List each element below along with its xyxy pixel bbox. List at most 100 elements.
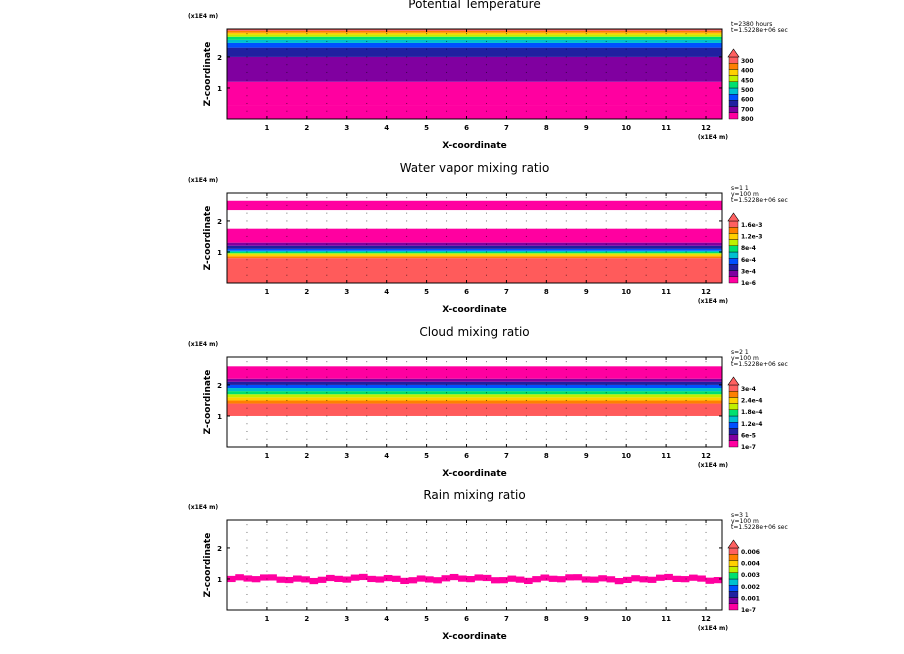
rain-field-cell	[458, 575, 467, 582]
grid-dot	[466, 56, 468, 58]
grid-dot	[266, 570, 268, 572]
grid-dot	[326, 251, 328, 253]
grid-dot	[386, 212, 388, 214]
grid-dot	[485, 95, 487, 97]
grid-dot	[246, 555, 248, 557]
grid-dot	[665, 430, 667, 432]
grid-dot	[326, 524, 328, 526]
y-tick-label: 1	[217, 85, 222, 93]
field-layer-450	[227, 47, 722, 57]
grid-dot	[565, 415, 567, 417]
grid-dot	[625, 578, 627, 580]
grid-dot	[525, 33, 527, 35]
grid-dot	[645, 71, 647, 73]
grid-dot	[326, 578, 328, 580]
grid-dot	[426, 531, 428, 533]
grid-dot	[446, 40, 448, 42]
grid-dot	[545, 601, 547, 603]
grid-dot	[386, 392, 388, 394]
grid-dot	[685, 220, 687, 222]
grid-dot	[665, 578, 667, 580]
grid-dot	[466, 87, 468, 89]
grid-dot	[665, 48, 667, 50]
grid-dot	[346, 368, 348, 370]
grid-dot	[306, 110, 308, 112]
grid-dot	[406, 384, 408, 386]
grid-dot	[386, 555, 388, 557]
grid-dot	[306, 415, 308, 417]
grid-dot	[665, 71, 667, 73]
grid-dot	[505, 392, 507, 394]
grid-dot	[246, 578, 248, 580]
grid-dot	[426, 593, 428, 595]
grid-dot	[306, 384, 308, 386]
grid-dot	[246, 361, 248, 363]
grid-dot	[565, 593, 567, 595]
grid-dot	[505, 562, 507, 564]
rain-field-cell	[260, 574, 269, 581]
info-line: t=1.5228e+06 sec	[731, 27, 788, 34]
x-tick-label: 4	[384, 452, 389, 460]
grid-dot	[485, 228, 487, 230]
grid-dot	[505, 274, 507, 276]
grid-dot	[386, 102, 388, 104]
grid-dot	[625, 40, 627, 42]
grid-dot	[645, 423, 647, 425]
grid-dot	[645, 33, 647, 35]
grid-dot	[545, 593, 547, 595]
colorbar-segment	[728, 560, 739, 567]
grid-dot	[645, 531, 647, 533]
grid-dot	[246, 524, 248, 526]
grid-dot	[525, 399, 527, 401]
rain-field-cell	[705, 577, 715, 584]
grid-dot	[645, 368, 647, 370]
grid-dot	[505, 415, 507, 417]
grid-dot	[306, 64, 308, 66]
grid-dot	[525, 228, 527, 230]
field-layer-6e-5	[227, 378, 722, 382]
grid-dot	[346, 102, 348, 104]
grid-dot	[705, 578, 707, 580]
grid-dot	[565, 539, 567, 541]
grid-dot	[665, 524, 667, 526]
grid-dot	[625, 212, 627, 214]
grid-dot	[306, 266, 308, 268]
grid-dot	[406, 555, 408, 557]
grid-dot	[326, 438, 328, 440]
grid-dot	[466, 531, 468, 533]
grid-dot	[306, 204, 308, 206]
grid-dot	[466, 243, 468, 245]
grid-dot	[466, 570, 468, 572]
grid-dot	[665, 407, 667, 409]
grid-dot	[625, 71, 627, 73]
colorbar-segment	[728, 397, 739, 404]
grid-dot	[705, 251, 707, 253]
grid-dot	[246, 384, 248, 386]
grid-dot	[246, 197, 248, 199]
grid-dot	[426, 110, 428, 112]
rain-field-cell	[309, 577, 319, 585]
grid-dot	[366, 274, 368, 276]
grid-dot	[266, 79, 268, 81]
grid-dot	[545, 547, 547, 549]
grid-dot	[306, 407, 308, 409]
grid-dot	[386, 524, 388, 526]
grid-dot	[525, 251, 527, 253]
grid-dot	[665, 586, 667, 588]
grid-dot	[426, 212, 428, 214]
grid-dot	[705, 197, 707, 199]
x-tick-label: 8	[544, 452, 549, 460]
grid-dot	[705, 376, 707, 378]
colorbar-label: 500	[741, 87, 754, 94]
grid-dot	[505, 212, 507, 214]
grid-dot	[505, 423, 507, 425]
colorbar-label: 1.8e-4	[741, 409, 762, 416]
colorbar-arrow	[727, 212, 740, 222]
grid-dot	[505, 438, 507, 440]
grid-dot	[685, 438, 687, 440]
x-unit-label: (x1E4 m)	[698, 625, 728, 632]
grid-dot	[466, 586, 468, 588]
field-layer-3e-4	[227, 245, 722, 249]
field-layer-750	[227, 30, 722, 33]
grid-dot	[705, 368, 707, 370]
